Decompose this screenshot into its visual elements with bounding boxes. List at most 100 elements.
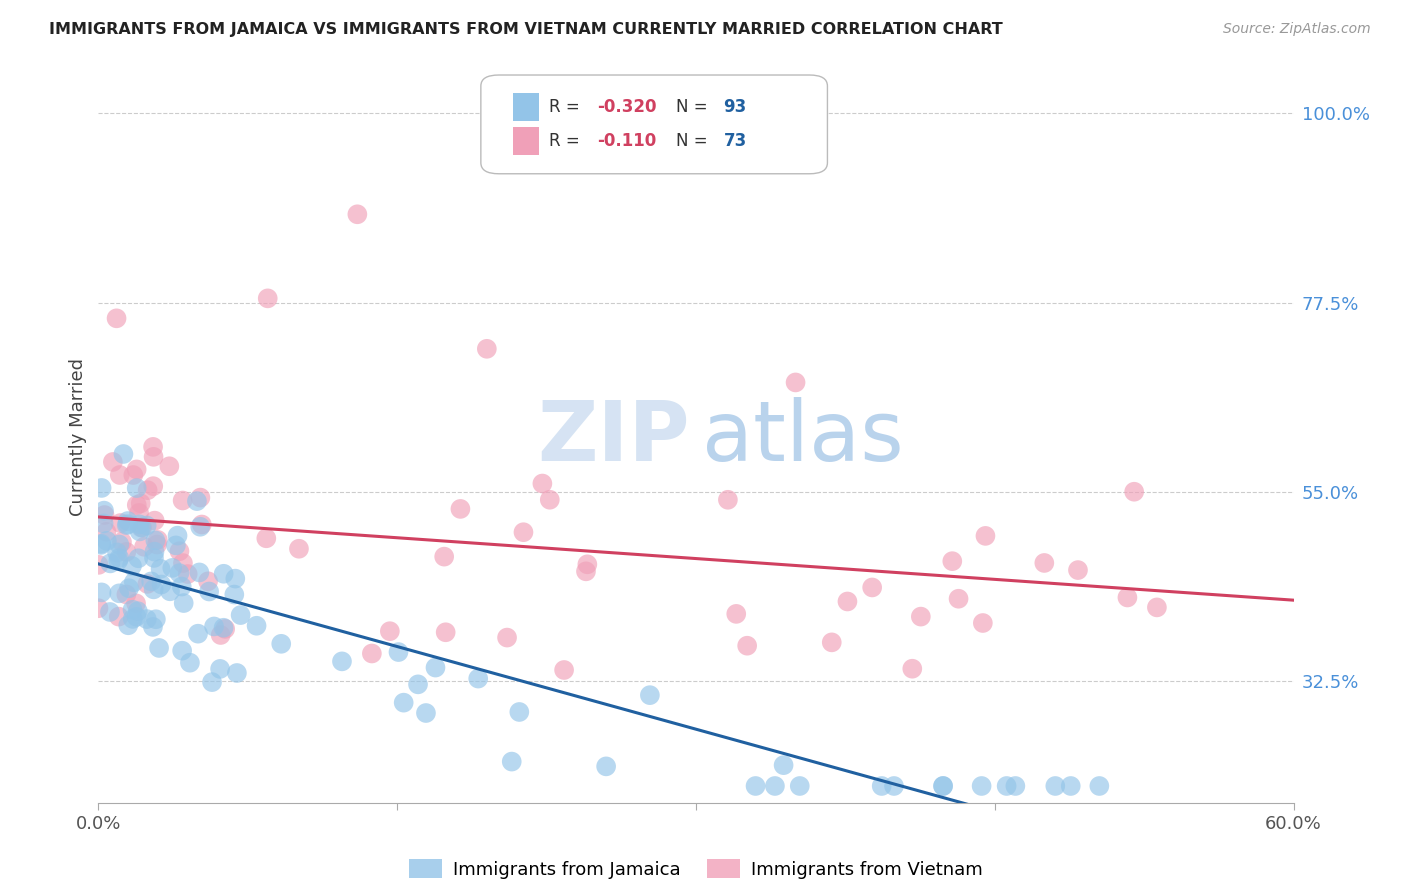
Point [162, 561, 184, 575]
Point [638, 688, 661, 702]
Point [143, 533, 166, 548]
Point [270, 637, 292, 651]
Point [121, 612, 143, 626]
Point [150, 577, 173, 591]
Point [475, 342, 498, 356]
Point [96, 533, 118, 548]
Point [149, 562, 172, 576]
Point [129, 496, 152, 510]
Point [406, 677, 429, 691]
Point [974, 529, 997, 543]
Point [172, 643, 194, 657]
Text: -0.320: -0.320 [596, 98, 657, 116]
Point [105, 311, 128, 326]
Point [744, 779, 766, 793]
Point [142, 479, 165, 493]
Point [87, 601, 110, 615]
Point [870, 779, 893, 793]
Point [972, 615, 994, 630]
Point [789, 779, 811, 793]
Point [142, 620, 165, 634]
Point [229, 608, 252, 623]
Point [157, 459, 180, 474]
Point [107, 553, 129, 567]
Point [425, 660, 447, 674]
Point [143, 550, 166, 565]
Point [932, 779, 955, 793]
Point [112, 447, 135, 461]
Point [496, 631, 519, 645]
Point [136, 483, 159, 498]
Point [995, 779, 1018, 793]
Point [108, 551, 131, 566]
Point [125, 609, 148, 624]
Point [186, 494, 208, 508]
Point [188, 520, 211, 534]
Point [202, 619, 225, 633]
Point [501, 755, 523, 769]
Point [143, 544, 166, 558]
Point [172, 556, 194, 570]
Point [132, 540, 155, 554]
Point [128, 506, 150, 520]
Point [108, 586, 131, 600]
Text: IMMIGRANTS FROM JAMAICA VS IMMIGRANTS FROM VIETNAM CURRENTLY MARRIED CORRELATION: IMMIGRANTS FROM JAMAICA VS IMMIGRANTS FR… [49, 22, 1002, 37]
Point [90, 585, 112, 599]
Point [553, 663, 575, 677]
Text: N =: N = [676, 98, 713, 116]
Point [93, 503, 115, 517]
Point [101, 455, 124, 469]
Point [115, 518, 138, 533]
Point [512, 525, 534, 540]
Point [90, 538, 112, 552]
Point [121, 558, 143, 573]
Point [179, 656, 201, 670]
Point [135, 612, 157, 626]
Point [576, 558, 599, 572]
Point [346, 207, 368, 221]
Point [1067, 563, 1090, 577]
Point [415, 706, 437, 720]
Point [735, 639, 758, 653]
Point [214, 622, 236, 636]
Point [177, 567, 200, 582]
Point [860, 581, 883, 595]
Point [941, 554, 963, 568]
Point [225, 665, 247, 680]
Point [948, 591, 970, 606]
Point [142, 440, 165, 454]
Point [128, 517, 150, 532]
Point [173, 596, 195, 610]
Point [125, 498, 148, 512]
Text: Source: ZipAtlas.com: Source: ZipAtlas.com [1223, 22, 1371, 37]
Point [725, 607, 748, 621]
Point [187, 626, 209, 640]
Point [125, 596, 148, 610]
Point [142, 582, 165, 597]
Point [212, 566, 235, 581]
Point [191, 517, 214, 532]
Point [87, 558, 110, 572]
Point [467, 672, 489, 686]
Point [122, 468, 145, 483]
Point [387, 645, 409, 659]
Point [932, 779, 955, 793]
Point [117, 517, 139, 532]
Point [256, 291, 278, 305]
Point [122, 575, 145, 590]
FancyBboxPatch shape [513, 128, 540, 155]
Point [245, 619, 267, 633]
Point [1033, 556, 1056, 570]
Text: R =: R = [548, 98, 585, 116]
Point [378, 624, 401, 639]
Point [197, 574, 219, 589]
Point [145, 612, 167, 626]
Point [136, 577, 159, 591]
Point [433, 549, 456, 564]
Point [108, 468, 131, 483]
Point [1004, 779, 1026, 793]
Point [128, 524, 150, 539]
Text: ZIP: ZIP [537, 397, 690, 477]
Point [93, 516, 115, 531]
Point [198, 584, 221, 599]
